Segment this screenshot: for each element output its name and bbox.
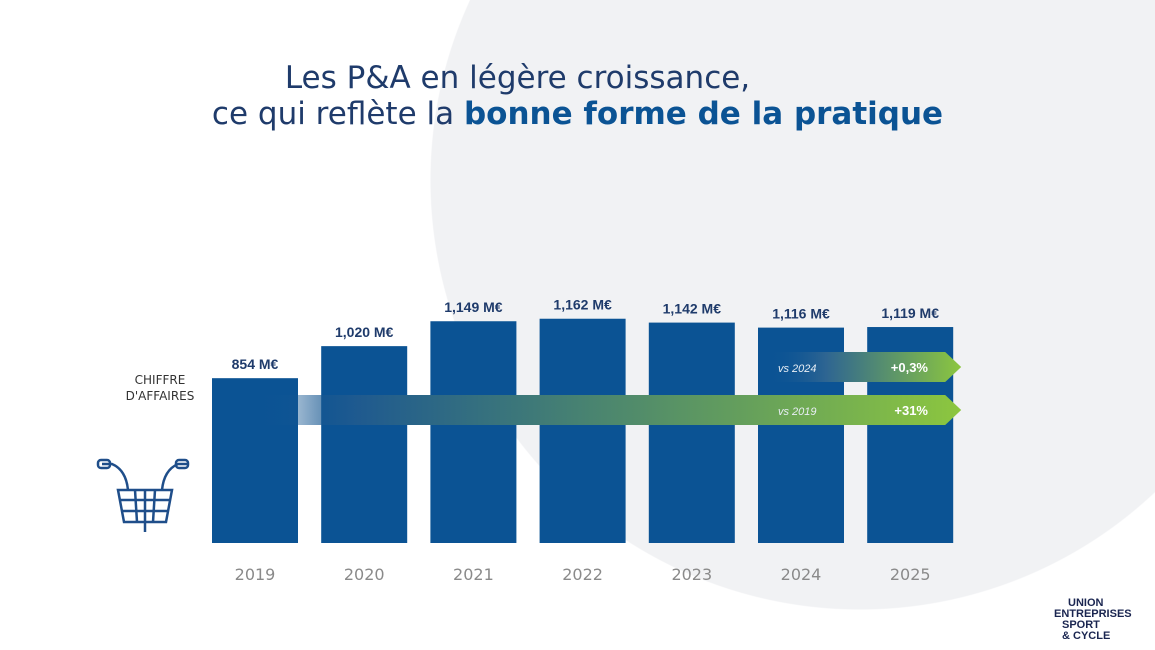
title-bold: bonne forme de la pratique	[463, 96, 944, 132]
x-tick-2024: 2024	[781, 565, 822, 584]
x-tick-2020: 2020	[344, 565, 385, 584]
bar-2022	[539, 318, 626, 543]
bar-2020	[321, 346, 408, 543]
x-tick-2025: 2025	[890, 565, 931, 584]
logo-line2: ENTREPRISES	[1054, 608, 1132, 620]
x-tick-2019: 2019	[235, 565, 276, 584]
logo: UNION ENTREPRISES SPORT & CYCLE	[1054, 598, 1132, 642]
data-label-2020: 1,020 M€	[335, 324, 394, 340]
bar-2021	[430, 321, 517, 543]
growth-arrow-1	[768, 352, 962, 382]
side-label: CHIFFRE D'AFFAIRES	[110, 372, 210, 404]
title-line-1: Les P&A en légère croissance,	[284, 60, 751, 96]
arrow-value-1: +0,3%	[891, 360, 929, 375]
x-tick-2022: 2022	[562, 565, 603, 584]
bar-2023	[648, 322, 735, 543]
x-tick-2021: 2021	[453, 565, 494, 584]
arrow-label-1: vs 2024	[778, 363, 817, 375]
data-label-2021: 1,149 M€	[444, 299, 503, 315]
logo-line4: & CYCLE	[1062, 630, 1111, 642]
arrow-value-2: +31%	[894, 403, 928, 418]
data-label-2024: 1,116 M€	[772, 306, 830, 322]
side-label-line1: CHIFFRE	[134, 373, 186, 387]
data-label-2023: 1,142 M€	[663, 301, 722, 317]
arrow-label-2: vs 2019	[778, 406, 817, 418]
growth-arrow-2	[252, 395, 962, 425]
logo-line1: UNION	[1068, 597, 1104, 609]
data-label-2022: 1,162 M€	[553, 297, 612, 313]
data-label-2019: 854 M€	[232, 356, 279, 372]
side-label-line2: D'AFFAIRES	[125, 389, 195, 403]
data-label-2025: 1,119 M€	[881, 305, 939, 321]
logo-line3: SPORT	[1062, 619, 1100, 631]
x-tick-2023: 2023	[671, 565, 712, 584]
basket-icon	[96, 458, 190, 532]
title-plain: ce qui reflète la	[211, 96, 464, 132]
title-line-2: ce qui reflète la bonne forme de la prat…	[0, 96, 1155, 132]
